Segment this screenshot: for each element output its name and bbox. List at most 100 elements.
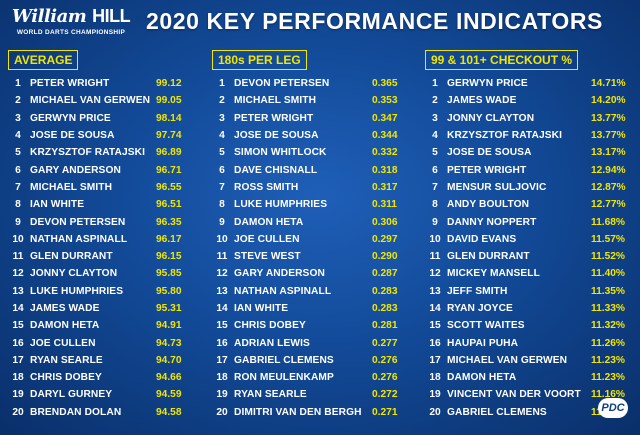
- average-column: AVERAGE 1 PETER WRIGHT 99.12 2 MICHAEL VAN GE…: [8, 50, 196, 421]
- ranking-row: 9 DANNY NOPPERT 11.68%: [425, 213, 635, 230]
- stat-value: 0.290: [372, 251, 398, 263]
- rank-number: 17: [216, 354, 228, 366]
- player-name: GLEN DURRANT: [447, 251, 530, 263]
- ranking-row: 11 STEVE WEST 0.290: [212, 248, 408, 265]
- rank-number: 12: [429, 268, 441, 280]
- player-name: STEVE WEST: [234, 251, 301, 263]
- stat-value: 94.58: [156, 406, 182, 418]
- stat-value: 0.276: [372, 354, 398, 366]
- stat-value: 97.74: [156, 130, 182, 142]
- rank-number: 17: [12, 354, 24, 366]
- player-name: DEVON PETERSEN: [30, 216, 126, 228]
- ranking-row: 6 DAVE CHISNALL 0.318: [212, 161, 408, 178]
- rank-number: 20: [216, 406, 228, 418]
- stat-value: 0.276: [372, 372, 398, 384]
- stat-value: 0.281: [372, 320, 398, 332]
- ranking-row: 19 RYAN SEARLE 0.272: [212, 386, 408, 403]
- ranking-row: 3 GERWYN PRICE 98.14: [8, 110, 196, 127]
- rank-number: 6: [15, 164, 21, 176]
- ranking-row: 8 IAN WHITE 96.51: [8, 196, 196, 213]
- column-header: 99 & 101+ CHECKOUT %: [425, 50, 579, 70]
- stat-value: 95.31: [156, 303, 182, 314]
- rank-number: 3: [432, 112, 438, 124]
- stat-value: 11.68%: [591, 216, 625, 228]
- player-name: JOSE DE SOUSA: [30, 130, 115, 142]
- rank-number: 9: [432, 216, 438, 228]
- stat-value: 94.73: [156, 337, 182, 349]
- stat-value: 0.344: [372, 130, 398, 142]
- player-name: DAMON HETA: [447, 372, 517, 384]
- rank-number: 14: [216, 303, 228, 314]
- player-name: JAMES WADE: [30, 303, 100, 314]
- stat-value: 11.33%: [591, 303, 625, 314]
- ranking-row: 3 JONNY CLAYTON 13.77%: [425, 110, 635, 127]
- player-name: ROSS SMITH: [234, 181, 299, 193]
- player-name: JONNY CLAYTON: [30, 268, 118, 280]
- player-name: PETER WRIGHT: [30, 78, 110, 90]
- player-name: GARY ANDERSON: [30, 164, 121, 176]
- player-name: DAVID EVANS: [447, 233, 517, 245]
- rank-number: 10: [216, 233, 228, 245]
- ranking-row: 16 HAUPAI PUHA 11.26%: [425, 334, 635, 351]
- rank-number: 18: [12, 372, 24, 384]
- ranking-row: 14 IAN WHITE 0.283: [212, 300, 408, 317]
- player-name: MENSUR SULJOVIC: [447, 181, 547, 193]
- player-name: DIMITRI VAN DEN BERGH: [234, 406, 362, 418]
- ranking-row: 10 DAVID EVANS 11.57%: [425, 231, 635, 248]
- player-name: ADRIAN LEWIS: [234, 337, 310, 349]
- rank-number: 19: [429, 389, 441, 401]
- ranking-row: 18 RON MEULENKAMP 0.276: [212, 369, 408, 386]
- ranking-row: 17 MICHAEL VAN GERWEN 11.23%: [425, 352, 635, 369]
- rank-number: 12: [12, 268, 24, 280]
- rank-number: 3: [15, 112, 21, 124]
- stat-value: 0.287: [372, 268, 398, 280]
- stat-value: 11.32%: [591, 320, 625, 332]
- ranking-row: 10 JOE CULLEN 0.297: [212, 231, 408, 248]
- stat-value: 0.365: [372, 78, 398, 90]
- ranking-row: 12 MICKEY MANSELL 11.40%: [425, 265, 635, 282]
- rank-number: 7: [15, 181, 21, 193]
- stat-value: 96.89: [156, 147, 182, 159]
- rank-number: 15: [216, 320, 228, 332]
- rank-number: 18: [216, 372, 228, 384]
- stat-value: 12.77%: [591, 199, 626, 211]
- ranking-row: 5 JOSE DE SOUSA 13.17%: [425, 144, 635, 161]
- ranking-row: 13 LUKE HUMPHRIES 95.80: [8, 283, 196, 300]
- rank-number: 10: [12, 233, 24, 245]
- player-name: GERWYN PRICE: [30, 112, 111, 124]
- player-name: RON MEULENKAMP: [234, 372, 334, 384]
- player-name: MICHAEL VAN GERWEN: [30, 95, 151, 107]
- ranking-row: 15 DAMON HETA 94.91: [8, 317, 196, 334]
- ranking-row: 19 DARYL GURNEY 94.59: [8, 386, 196, 403]
- column-header: 180s PER LEG: [212, 50, 307, 70]
- stat-value: 96.35: [156, 216, 182, 228]
- rank-number: 4: [15, 130, 21, 142]
- player-name: SCOTT WAITES: [447, 320, 525, 332]
- rank-number: 1: [432, 78, 438, 90]
- player-name: RYAN SEARLE: [234, 389, 307, 401]
- rank-number: 19: [12, 389, 24, 401]
- rank-number: 1: [15, 78, 21, 90]
- rank-number: 2: [15, 95, 21, 107]
- ranking-row: 13 NATHAN ASPINALL 0.283: [212, 283, 408, 300]
- stat-value: 96.55: [156, 181, 182, 193]
- player-name: KRZYSZTOF RATAJSKI: [447, 130, 562, 142]
- ranking-row: 3 PETER WRIGHT 0.347: [212, 110, 408, 127]
- rank-number: 14: [429, 303, 441, 314]
- rank-number: 8: [432, 199, 438, 211]
- ranking-row: 2 MICHAEL SMITH 0.353: [212, 92, 408, 109]
- stat-value: 0.347: [372, 112, 398, 124]
- stat-value: 95.85: [156, 268, 182, 280]
- ranking-row: 16 ADRIAN LEWIS 0.277: [212, 334, 408, 351]
- stat-value: 96.15: [156, 251, 182, 263]
- stat-value: 94.70: [156, 354, 182, 366]
- rank-number: 11: [12, 251, 24, 263]
- ranking-row: 12 JONNY CLAYTON 95.85: [8, 265, 196, 282]
- ranking-row: 13 JEFF SMITH 11.35%: [425, 283, 635, 300]
- ranking-row: 2 MICHAEL VAN GERWEN 99.05: [8, 92, 196, 109]
- player-name: GABRIEL CLEMENS: [234, 354, 334, 366]
- stat-value: 0.353: [372, 95, 398, 107]
- rank-number: 8: [15, 199, 21, 211]
- player-name: JOE CULLEN: [30, 337, 96, 349]
